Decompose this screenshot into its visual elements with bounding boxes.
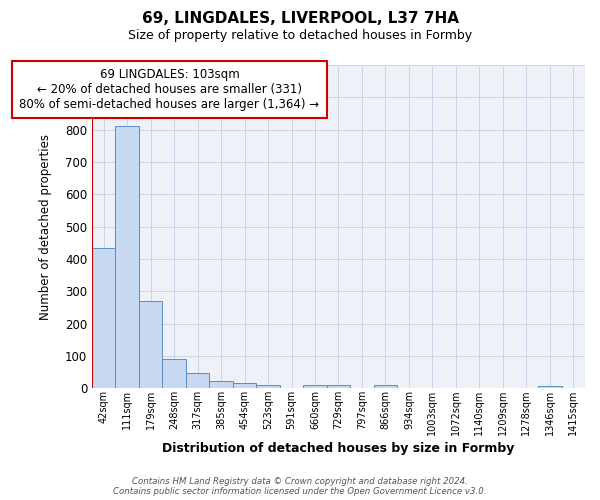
Y-axis label: Number of detached properties: Number of detached properties	[39, 134, 52, 320]
Bar	[92, 248, 115, 388]
Text: 69, LINGDALES, LIVERPOOL, L37 7HA: 69, LINGDALES, LIVERPOOL, L37 7HA	[142, 11, 458, 26]
Bar	[115, 126, 139, 388]
Text: 69 LINGDALES: 103sqm
← 20% of detached houses are smaller (331)
80% of semi-deta: 69 LINGDALES: 103sqm ← 20% of detached h…	[19, 68, 320, 111]
Bar	[327, 386, 350, 388]
Bar	[374, 386, 397, 388]
X-axis label: Distribution of detached houses by size in Formby: Distribution of detached houses by size …	[163, 442, 515, 455]
Bar	[303, 384, 327, 388]
Bar	[163, 359, 186, 388]
Bar	[538, 386, 562, 388]
Text: Contains HM Land Registry data © Crown copyright and database right 2024.
Contai: Contains HM Land Registry data © Crown c…	[113, 476, 487, 496]
Bar	[209, 381, 233, 388]
Bar	[139, 301, 163, 388]
Bar	[186, 374, 209, 388]
Text: Size of property relative to detached houses in Formby: Size of property relative to detached ho…	[128, 29, 472, 42]
Bar	[233, 384, 256, 388]
Bar	[256, 385, 280, 388]
